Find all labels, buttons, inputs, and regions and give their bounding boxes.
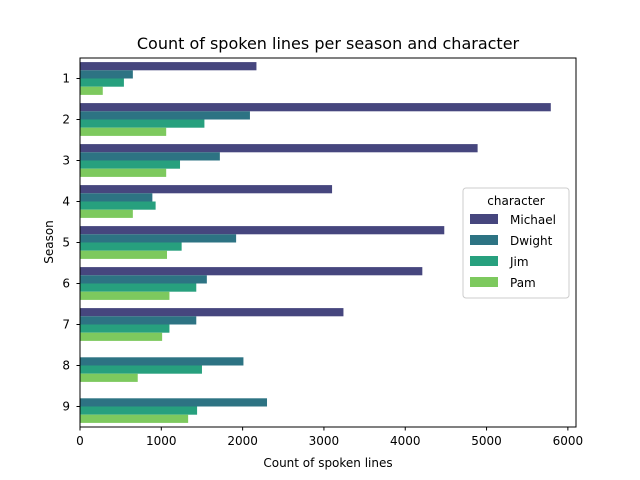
bar-michael-season-3: [80, 144, 478, 153]
x-tick-label: 0: [76, 434, 84, 448]
legend-label-dwight: Dwight: [510, 234, 553, 248]
bar-dwight-season-9: [80, 398, 268, 407]
bar-dwight-season-6: [80, 275, 207, 284]
y-tick-label: 5: [62, 236, 70, 250]
bar-pam-season-5: [80, 250, 168, 259]
bar-dwight-season-3: [80, 152, 220, 161]
legend-items: Michael Dwight Jim Pam: [470, 213, 556, 290]
bar-michael-season-6: [80, 267, 423, 276]
chart-title: Count of spoken lines per season and cha…: [137, 34, 520, 53]
bar-pam-season-2: [80, 127, 167, 136]
legend-label-michael: Michael: [510, 213, 556, 227]
legend-swatch-dwight: [470, 235, 498, 245]
bar-jim-season-5: [80, 242, 182, 251]
bar-pam-season-4: [80, 209, 133, 218]
bar-dwight-season-4: [80, 193, 153, 202]
bar-jim-season-4: [80, 201, 156, 210]
y-tick-label: 4: [62, 195, 70, 209]
bar-michael-season-2: [80, 103, 551, 112]
y-tick-label: 6: [62, 277, 70, 291]
bars-group: [80, 62, 551, 423]
bar-pam-season-9: [80, 414, 189, 423]
bar-pam-season-6: [80, 291, 170, 300]
bar-jim-season-8: [80, 365, 202, 374]
y-tick-label: 1: [62, 72, 70, 86]
legend: character Michael Dwight Jim Pam: [462, 187, 570, 299]
x-tick-label: 5000: [471, 434, 502, 448]
bar-pam-season-1: [80, 86, 103, 95]
bar-michael-season-5: [80, 226, 445, 235]
y-axis: 1 2 3 4 5 6 7 8 9: [62, 72, 80, 414]
bar-jim-season-9: [80, 406, 198, 415]
x-tick-label: 4000: [390, 434, 421, 448]
x-tick-label: 1000: [146, 434, 177, 448]
legend-swatch-jim: [470, 256, 498, 266]
bar-jim-season-6: [80, 283, 197, 292]
bar-jim-season-2: [80, 119, 205, 128]
legend-title: character: [487, 194, 545, 208]
y-tick-label: 2: [62, 113, 70, 127]
y-tick-label: 7: [62, 318, 70, 332]
legend-swatch-michael: [470, 214, 498, 224]
bar-michael-season-1: [80, 62, 257, 71]
y-tick-label: 9: [62, 400, 70, 414]
bar-michael-season-7: [80, 308, 344, 317]
x-axis: 0 1000 2000 3000 4000 5000 6000: [76, 427, 583, 448]
bar-dwight-season-7: [80, 316, 197, 325]
y-tick-label: 3: [62, 154, 70, 168]
bar-dwight-season-5: [80, 234, 237, 243]
x-tick-label: 3000: [309, 434, 340, 448]
y-tick-label: 8: [62, 359, 70, 373]
x-tick-label: 2000: [227, 434, 258, 448]
legend-label-pam: Pam: [510, 276, 536, 290]
bar-pam-season-8: [80, 373, 138, 382]
bar-dwight-season-8: [80, 357, 244, 366]
x-axis-label: Count of spoken lines: [263, 456, 392, 470]
bar-jim-season-3: [80, 160, 181, 169]
legend-label-jim: Jim: [509, 255, 529, 269]
y-axis-label: Season: [42, 220, 56, 264]
bar-jim-season-7: [80, 324, 170, 333]
bar-michael-season-4: [80, 185, 333, 194]
bar-dwight-season-2: [80, 111, 250, 120]
x-tick-label: 6000: [553, 434, 584, 448]
bar-pam-season-3: [80, 168, 167, 177]
bar-pam-season-7: [80, 332, 163, 341]
legend-swatch-pam: [470, 277, 498, 287]
bar-jim-season-1: [80, 78, 124, 87]
bar-dwight-season-1: [80, 70, 133, 79]
